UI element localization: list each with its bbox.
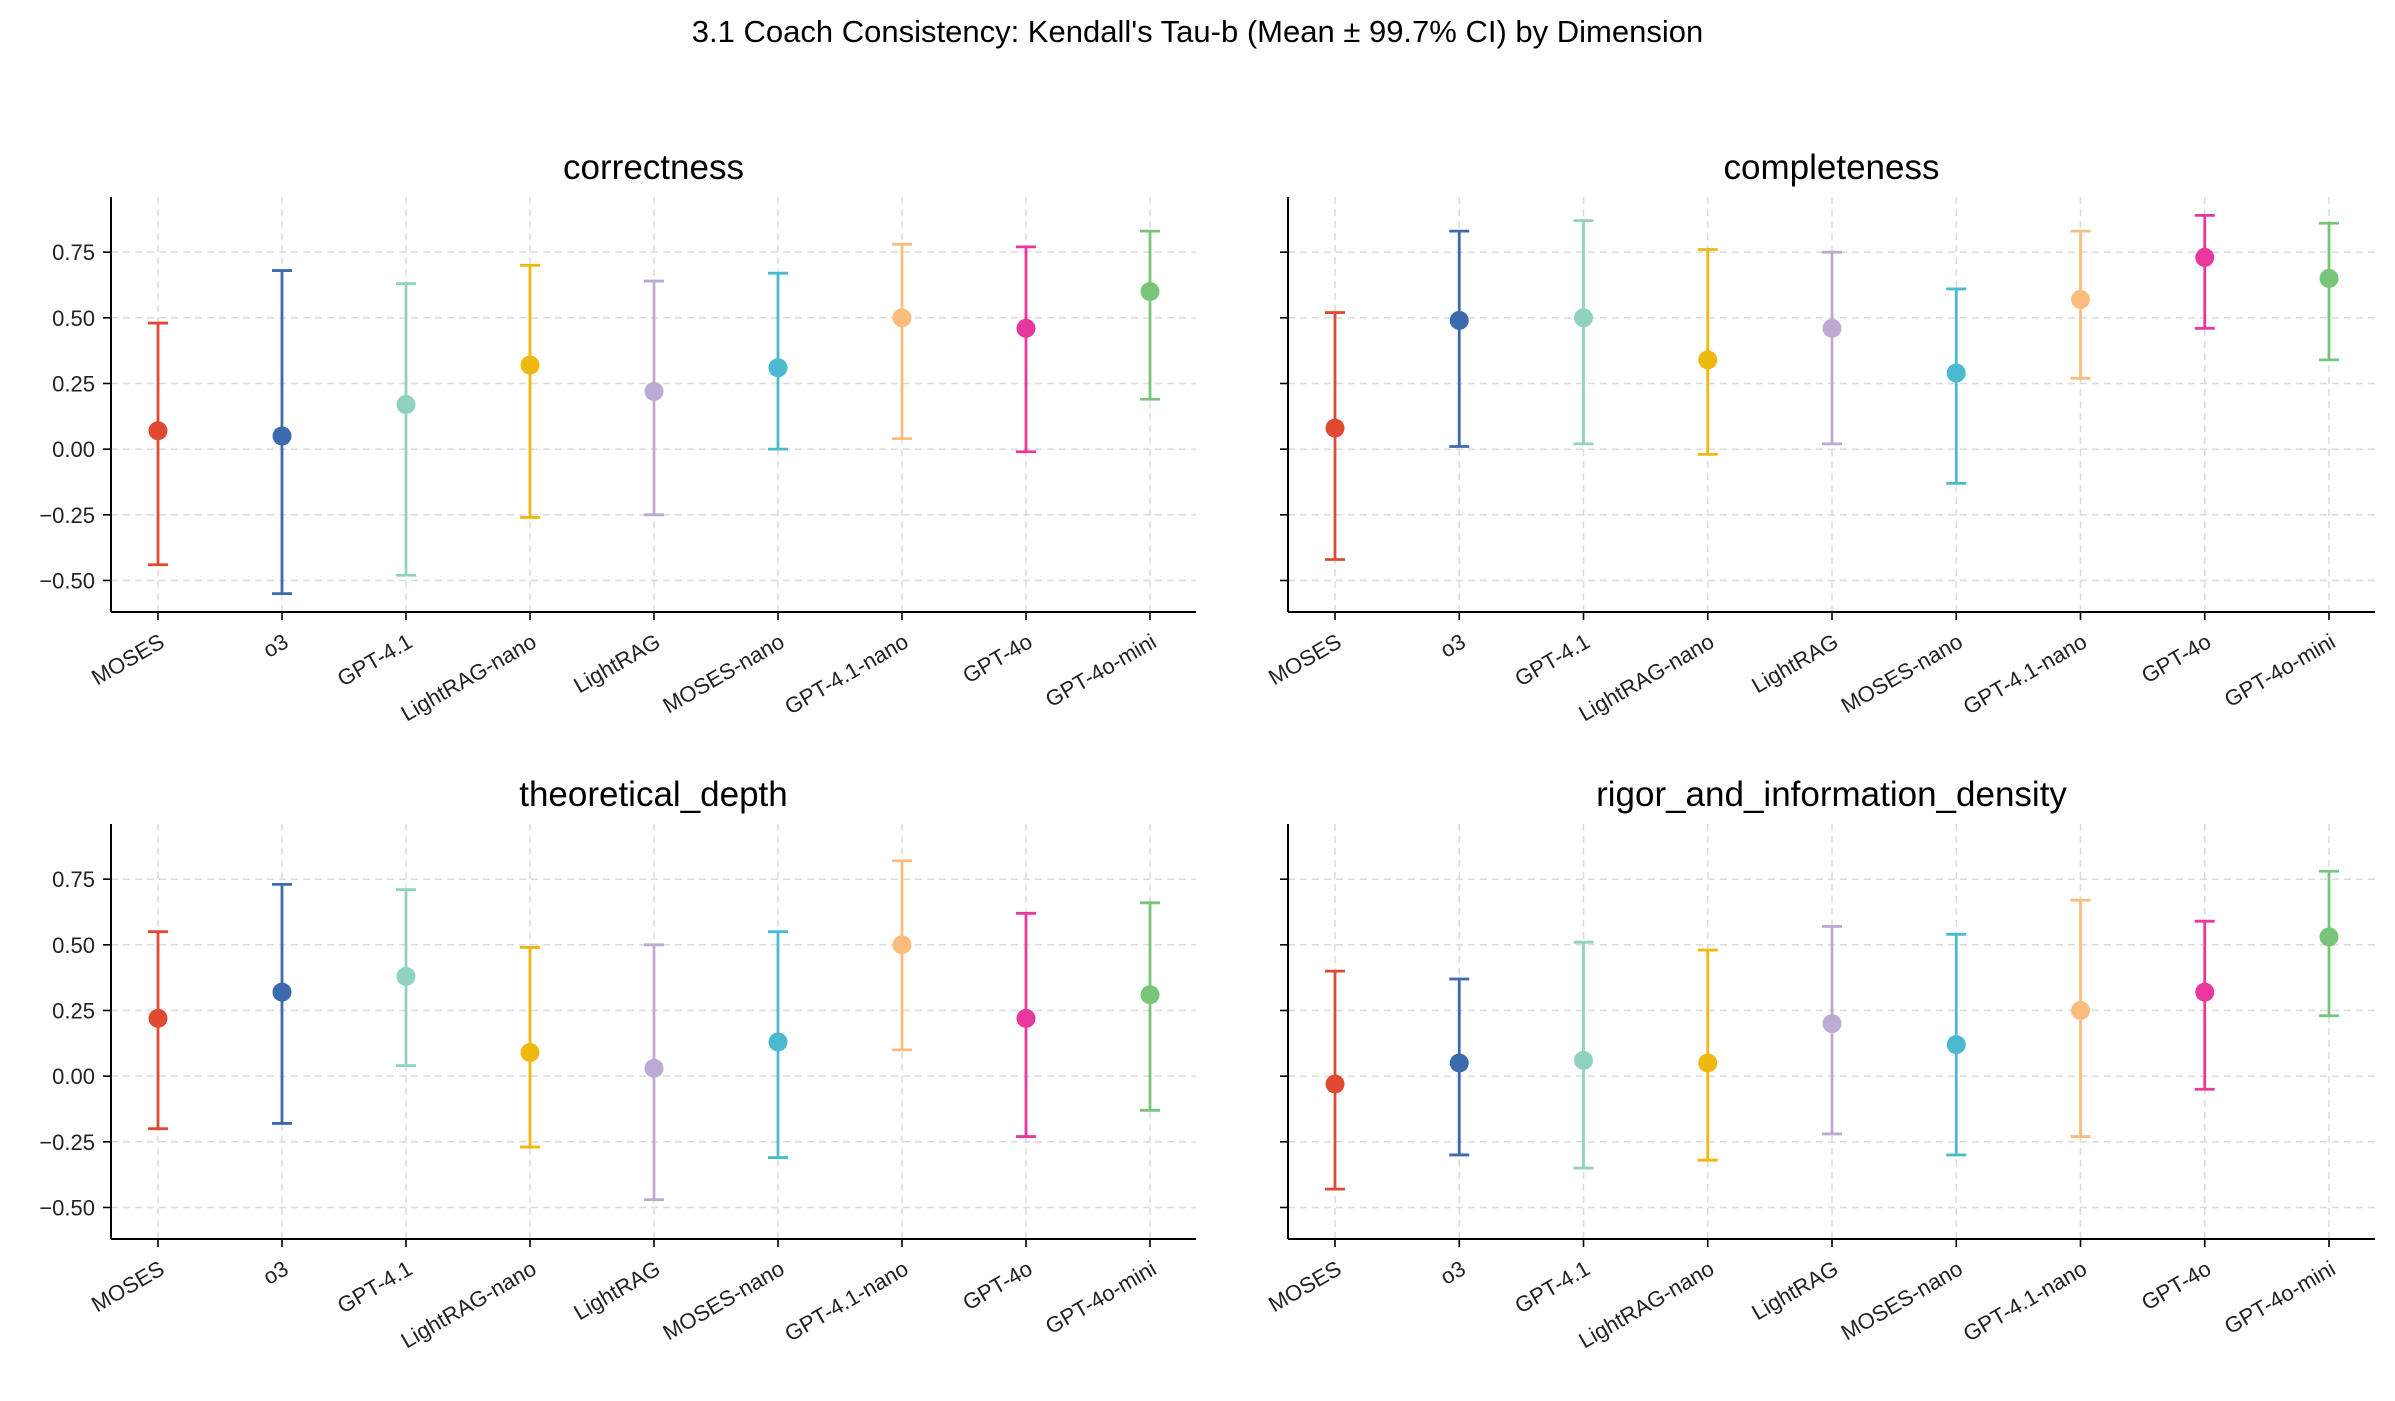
mean-point-GPT-4.1-nano: [2071, 1000, 2090, 1020]
mean-point-GPT-4o-mini: [1140, 985, 1160, 1005]
y-tick-label: 0.75: [52, 240, 95, 265]
y-tick-label: 0.50: [52, 933, 95, 958]
x-tick-label: GPT-4.1: [333, 1256, 416, 1319]
x-tick-label: MOSES: [1264, 629, 1345, 690]
x-tick-label: MOSES-nano: [658, 1256, 788, 1346]
panel-title: theoretical_depth: [519, 775, 788, 814]
panel-title: correctness: [563, 148, 744, 187]
x-tick-label: GPT-4.1: [1511, 1256, 1594, 1319]
x-tick-label: GPT-4.1-nano: [1959, 1256, 2091, 1347]
x-tick-label: MOSES: [1264, 1256, 1345, 1317]
mean-point-GPT-4o: [1016, 1008, 1036, 1028]
mean-point-MOSES-nano: [768, 358, 788, 378]
x-tick-label: o3: [259, 629, 293, 663]
x-tick-label: o3: [1436, 629, 1470, 663]
mean-point-LightRAG: [644, 1058, 664, 1078]
mean-point-LightRAG-nano: [1698, 1053, 1718, 1073]
mean-point-GPT-4.1: [1574, 1050, 1593, 1070]
x-tick-label: GPT-4o: [2137, 1256, 2215, 1316]
y-tick-label: 0.75: [52, 867, 95, 892]
mean-point-GPT-4o: [2195, 982, 2215, 1002]
figure-title: 3.1 Coach Consistency: Kendall's Tau-b (…: [691, 14, 1704, 49]
mean-point-LightRAG-nano: [520, 355, 540, 375]
x-tick-label: GPT-4o-mini: [2220, 1256, 2339, 1339]
x-tick-label: MOSES-nano: [1837, 1256, 1967, 1346]
mean-point-GPT-4o-mini: [2319, 927, 2339, 947]
x-tick-label: LightRAG: [1747, 1256, 1842, 1325]
mean-point-GPT-4.1-nano: [892, 308, 912, 328]
mean-point-GPT-4.1: [396, 395, 416, 414]
x-tick-label: GPT-4o: [958, 629, 1036, 689]
x-tick-label: LightRAG-nano: [397, 1256, 541, 1353]
mean-point-GPT-4o: [1016, 318, 1036, 338]
mean-point-LightRAG-nano: [1698, 350, 1718, 370]
x-tick-label: MOSES-nano: [1837, 629, 1967, 719]
x-tick-label: o3: [259, 1256, 293, 1290]
y-tick-label: −0.50: [39, 568, 95, 593]
mean-point-GPT-4.1: [1574, 308, 1593, 328]
x-tick-label: LightRAG: [1747, 629, 1842, 698]
x-tick-label: GPT-4o-mini: [1041, 1256, 1160, 1339]
mean-point-LightRAG: [1822, 1014, 1842, 1034]
mean-point-LightRAG: [644, 381, 664, 401]
y-tick-label: 0.25: [52, 371, 95, 396]
x-tick-label: LightRAG: [569, 1256, 664, 1325]
panel-title: completeness: [1724, 148, 1940, 187]
mean-point-MOSES-nano: [768, 1032, 788, 1052]
y-tick-label: 0.00: [52, 1064, 95, 1089]
y-tick-label: 0.50: [52, 306, 95, 331]
mean-point-GPT-4.1-nano: [892, 935, 912, 955]
mean-point-MOSES: [1325, 1074, 1345, 1094]
mean-point-o3: [1449, 1053, 1469, 1073]
x-tick-label: GPT-4o-mini: [2220, 629, 2339, 712]
mean-point-GPT-4.1-nano: [2071, 289, 2090, 309]
chart-panel-correctness: −0.50 −0.25 0.00 0.25 0.50 0.75 MOSES o3 GPT-4.1…: [39, 148, 1196, 726]
mean-point-MOSES: [148, 421, 168, 441]
mean-point-MOSES: [148, 1008, 168, 1028]
panel-title: rigor_and_information_density: [1596, 775, 2067, 814]
chart-panel-theoretical_depth: −0.50 −0.25 0.00 0.25 0.50 0.75 MOSES o3 GPT-4.1…: [39, 775, 1196, 1353]
x-tick-label: GPT-4.1-nano: [780, 629, 912, 720]
y-tick-label: −0.25: [39, 1130, 95, 1155]
x-tick-label: GPT-4.1-nano: [780, 1256, 912, 1347]
y-tick-label: 0.00: [52, 437, 95, 462]
mean-point-GPT-4o-mini: [1140, 282, 1160, 302]
mean-point-GPT-4o: [2195, 247, 2215, 267]
mean-point-MOSES-nano: [1946, 363, 1966, 383]
mean-point-o3: [272, 982, 292, 1002]
x-tick-label: LightRAG-nano: [397, 629, 541, 726]
x-tick-label: LightRAG-nano: [1574, 629, 1718, 726]
mean-point-MOSES-nano: [1946, 1035, 1966, 1055]
x-tick-label: GPT-4.1: [333, 629, 416, 692]
y-tick-label: −0.25: [39, 503, 95, 528]
mean-point-o3: [1449, 310, 1469, 330]
mean-point-GPT-4o-mini: [2319, 268, 2339, 288]
mean-point-o3: [272, 426, 292, 446]
mean-point-GPT-4.1: [396, 966, 416, 986]
x-tick-label: GPT-4o: [958, 1256, 1036, 1316]
mean-point-LightRAG-nano: [520, 1043, 540, 1063]
x-tick-label: MOSES: [87, 1256, 168, 1317]
y-tick-label: 0.25: [52, 998, 95, 1023]
x-tick-label: LightRAG: [569, 629, 664, 698]
x-tick-label: GPT-4o-mini: [1041, 629, 1160, 712]
x-tick-label: MOSES-nano: [658, 629, 788, 719]
mean-point-MOSES: [1325, 418, 1345, 438]
x-tick-label: LightRAG-nano: [1574, 1256, 1718, 1353]
x-tick-label: GPT-4o: [2137, 629, 2215, 689]
mean-point-LightRAG: [1822, 318, 1842, 338]
x-tick-label: o3: [1436, 1256, 1470, 1290]
y-tick-label: −0.50: [39, 1195, 95, 1220]
x-tick-label: GPT-4.1-nano: [1959, 629, 2091, 720]
x-tick-label: GPT-4.1: [1511, 629, 1594, 692]
x-tick-label: MOSES: [87, 629, 168, 690]
